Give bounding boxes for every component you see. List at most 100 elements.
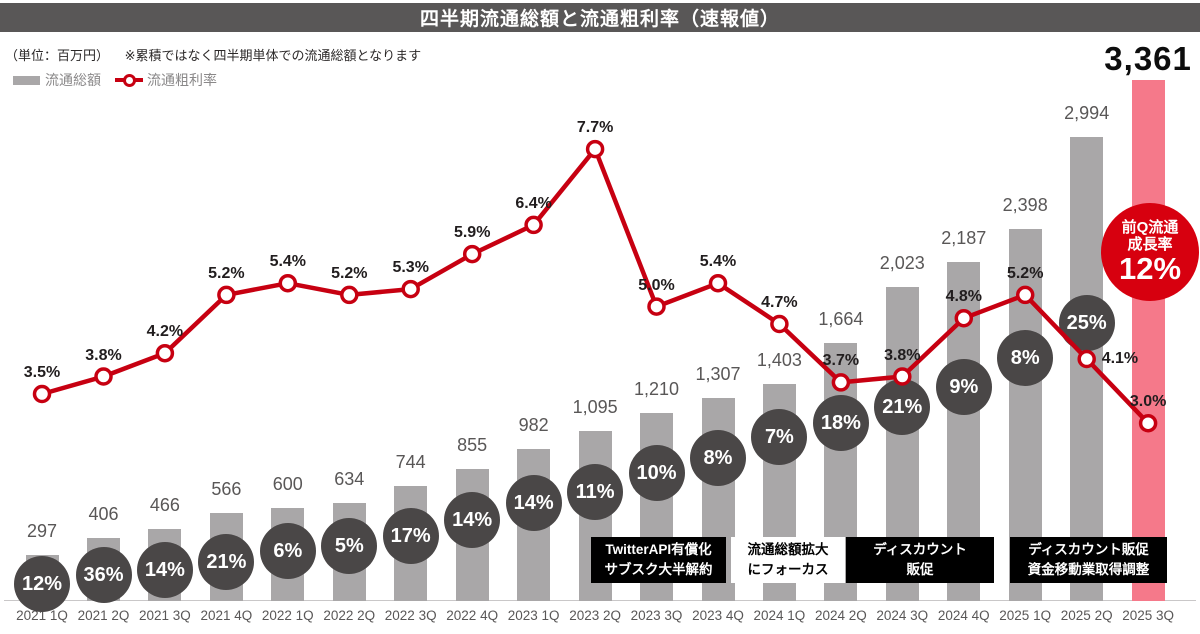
- gross-margin-label: 3.0%: [1129, 393, 1167, 411]
- annotation-line: 資金移動業取得調整: [1027, 562, 1150, 577]
- annotation-line: ディスカウント販促: [1028, 542, 1149, 557]
- badge-text: 前Q流通: [1121, 219, 1179, 236]
- gross-margin-label: 5.3%: [392, 259, 429, 277]
- gross-margin-label: 3.8%: [85, 346, 122, 364]
- line-marker: [647, 297, 666, 316]
- line-series-label: 流通粗利率: [147, 72, 217, 88]
- annotation-line: 販促: [906, 562, 934, 577]
- x-axis-label-2021-3Q: 2021 3Q: [138, 608, 191, 623]
- gross-margin-label: 4.8%: [945, 288, 983, 306]
- line-marker: [462, 244, 482, 264]
- bar-value-label: 855: [457, 434, 488, 455]
- x-axis-label-2022-4Q: 2022 4Q: [446, 608, 499, 623]
- x-axis-label-2021-4Q: 2021 4Q: [200, 608, 253, 623]
- bar-value-label: 2,994: [1064, 102, 1110, 123]
- bar-value-label: 744: [395, 451, 426, 472]
- bar-value-label: 3,361: [1104, 40, 1192, 77]
- line-marker: [585, 139, 605, 159]
- line-marker: [524, 215, 543, 235]
- gross-margin-label: 6.4%: [515, 194, 552, 212]
- bar-value-label: 406: [88, 504, 119, 525]
- line-marker: [401, 279, 420, 299]
- x-axis-label-2024-1Q: 2024 1Q: [753, 608, 806, 623]
- line-marker: [708, 273, 728, 293]
- growth-bubble-2022-3Q: 17%: [382, 508, 439, 564]
- line-marker: [278, 273, 298, 293]
- annotation-discount-promo: ディスカウント 販促: [846, 537, 994, 583]
- gross-margin-label: 5.0%: [638, 276, 675, 294]
- growth-bubble-2021-3Q: 14%: [136, 542, 193, 598]
- bar-series-label: 流通総額: [45, 72, 101, 88]
- gross-margin-label: 4.7%: [761, 294, 798, 311]
- annotation-line: TwitterAPI有償化: [605, 542, 712, 557]
- gross-margin-label: 3.8%: [884, 346, 921, 364]
- line-marker: [94, 367, 113, 386]
- badge-text: 成長率: [1127, 236, 1173, 253]
- bar-value-label: 2,398: [1002, 195, 1048, 216]
- growth-bubble-2023-4Q: 8%: [690, 430, 746, 486]
- gross-margin-label: 3.7%: [822, 352, 860, 370]
- bar-2025-3Q: [1131, 80, 1165, 601]
- x-axis-label-2025-3Q: 2025 3Q: [1122, 608, 1174, 623]
- annotation-line: サブスク大半解約: [604, 562, 713, 577]
- x-axis-label-2021-1Q: 2021 1Q: [16, 608, 68, 623]
- page-title: 四半期流通総額と流通粗利率（速報値）: [0, 3, 1200, 32]
- line-marker: [32, 384, 52, 404]
- x-axis-label-2025-2Q: 2025 2Q: [1060, 608, 1113, 623]
- annotation-funds-transfer: ディスカウント販促 資金移動業取得調整: [1010, 537, 1167, 583]
- growth-bubble-2025-1Q: 8%: [997, 330, 1054, 386]
- growth-bubble-2021-2Q: 36%: [75, 547, 132, 603]
- gross-margin-label: 5.2%: [208, 264, 245, 282]
- bar-value-label: 466: [149, 494, 180, 515]
- x-axis-label-2024-2Q: 2024 2Q: [814, 608, 867, 623]
- gross-margin-label: 3.5%: [23, 364, 61, 381]
- growth-bubble-2021-4Q: 21%: [198, 534, 255, 590]
- annotation-line: ディスカウント: [873, 542, 967, 557]
- gross-margin-label: 5.4%: [269, 253, 307, 271]
- annotation-line: 流通総額拡大: [747, 542, 829, 557]
- growth-bubble-2022-1Q: 6%: [259, 523, 316, 579]
- cumulative-note: ※累積ではなく四半期単体での流通総額となります: [124, 48, 422, 63]
- x-axis-label-2022-1Q: 2022 1Q: [261, 608, 314, 623]
- bar-value-label: 1,095: [572, 397, 618, 418]
- growth-bubble-2025-2Q: 25%: [1058, 295, 1115, 351]
- bar-2025-2Q: [1070, 136, 1104, 601]
- subtitle-row: （単位：百万円） ※累積ではなく四半期単体での流通総額となります: [5, 45, 421, 64]
- annotation-gmv-focus: 流通総額拡大 にフォーカス: [731, 537, 845, 583]
- growth-bubble-2024-3Q: 21%: [874, 379, 931, 435]
- x-axis-label-2024-4Q: 2024 4Q: [937, 608, 990, 623]
- badge-value: 12%: [1118, 251, 1182, 286]
- gross-margin-label: 4.1%: [1101, 350, 1139, 367]
- bar-value-label: 2,187: [941, 228, 987, 248]
- gross-margin-label: 7.7%: [576, 119, 614, 137]
- line-marker: [770, 314, 789, 334]
- bar-value-label: 634: [334, 468, 365, 489]
- unit-note: （単位：百万円）: [5, 48, 110, 63]
- growth-bubble-2024-4Q: 9%: [935, 359, 992, 415]
- gross-margin-label: 4.2%: [146, 323, 184, 341]
- growth-bubble-2024-2Q: 18%: [812, 395, 869, 451]
- gross-margin-label: 5.2%: [331, 264, 368, 282]
- growth-bubble-2021-1Q: 12%: [14, 556, 70, 612]
- x-axis-label-2022-2Q: 2022 2Q: [323, 608, 376, 623]
- x-axis-label-2025-1Q: 2025 1Q: [999, 608, 1052, 623]
- x-axis-label-2023-2Q: 2023 2Q: [569, 608, 621, 623]
- bar-value-label: 297: [26, 521, 58, 541]
- bar-value-label: 2,023: [879, 253, 925, 274]
- line-marker: [340, 285, 359, 305]
- legend: 流通総額 流通粗利率: [13, 70, 217, 90]
- growth-bubble-2023-1Q: 14%: [505, 475, 562, 531]
- growth-bubble-2022-4Q: 14%: [444, 492, 501, 548]
- x-axis-label-2024-3Q: 2024 3Q: [876, 608, 929, 623]
- growth-rate-badge: 前Q流通 成長率 12%: [1101, 203, 1199, 301]
- growth-bubble-2024-1Q: 7%: [751, 409, 808, 465]
- gross-margin-label: 5.4%: [699, 253, 737, 271]
- x-axis-label-2022-3Q: 2022 3Q: [384, 608, 437, 623]
- bar-value-label: 600: [272, 474, 303, 494]
- gross-margin-label: 5.9%: [453, 224, 491, 242]
- gross-margin-label: 5.2%: [1006, 264, 1044, 282]
- x-axis-label-2023-3Q: 2023 3Q: [630, 608, 683, 623]
- x-axis-label-2023-4Q: 2023 4Q: [692, 608, 744, 623]
